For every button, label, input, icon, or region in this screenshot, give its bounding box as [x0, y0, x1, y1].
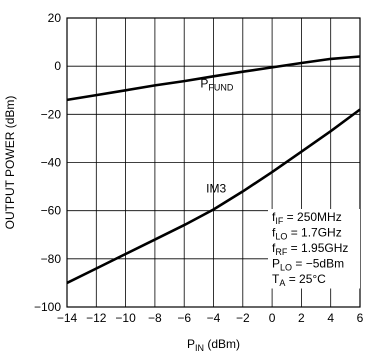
y-tick-label: 20	[48, 11, 62, 25]
condition-line: fRF = 1.95GHz	[272, 241, 348, 257]
series-labels: PFUND IM3	[200, 76, 234, 195]
y-tick-label: −40	[41, 156, 62, 170]
condition-line: PLO = −5dBm	[272, 257, 344, 273]
x-tick-label: −2	[236, 311, 250, 325]
y-tick-label: −60	[41, 204, 62, 218]
series-line-im3	[66, 108, 361, 285]
y-axis-label: OUTPUT POWER (dBm)	[3, 96, 17, 230]
x-tick-label: 0	[269, 311, 276, 325]
series-group	[66, 55, 361, 285]
x-tick-label: −4	[207, 311, 221, 325]
x-tick-label: 6	[357, 311, 364, 325]
series-label-im3: IM3	[206, 182, 226, 196]
conditions-background	[268, 209, 360, 289]
y-tick-labels: −100 −80 −60 −40 −20 0 20	[34, 11, 61, 314]
x-axis-label: PIN (dBm)	[187, 337, 240, 353]
plot-frame	[66, 17, 361, 308]
x-tick-label: −12	[86, 311, 107, 325]
x-tick-label: −14	[57, 311, 78, 325]
x-tick-label: −6	[177, 311, 191, 325]
y-tick-label: −100	[34, 300, 61, 314]
condition-line: TA = 25°C	[272, 272, 326, 288]
y-tick-label: −80	[41, 252, 62, 266]
series-line-p-fund	[66, 55, 361, 102]
x-tick-labels: −14 −12 −10 −8 −6 −4 −2 0 2 4 6	[57, 311, 364, 325]
series-label-p-fund: PFUND	[200, 76, 234, 92]
y-tick-label: 0	[54, 59, 61, 73]
x-tick-label: 2	[298, 311, 305, 325]
y-tick-label: −20	[41, 107, 62, 121]
condition-line: fLO = 1.7GHz	[272, 226, 342, 242]
condition-line: fIF = 250MHz	[272, 210, 342, 226]
x-tick-label: −8	[148, 311, 162, 325]
x-tick-label: 4	[327, 311, 334, 325]
x-tick-label: −10	[115, 311, 136, 325]
